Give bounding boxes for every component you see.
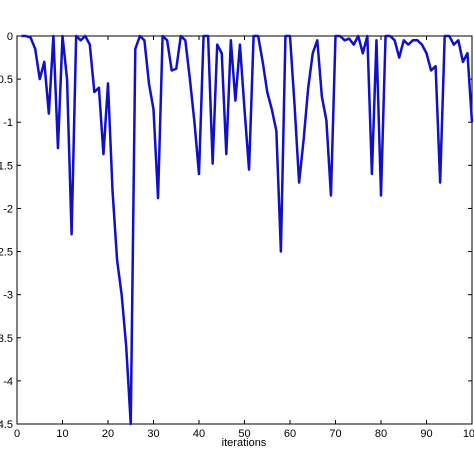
x-axis-label: iterations <box>222 437 267 449</box>
y-tick-label: -2.5 <box>0 247 13 259</box>
x-tick-label: 20 <box>102 428 114 440</box>
y-tick-label: -4 <box>3 376 13 388</box>
x-tick-label: 50 <box>238 428 250 440</box>
x-tick-label: 90 <box>420 428 432 440</box>
x-tick-label: 10 <box>56 428 68 440</box>
x-tick-label: 30 <box>147 428 159 440</box>
x-tick-label: 40 <box>193 428 205 440</box>
x-tick-label: 60 <box>284 428 296 440</box>
y-tick-label: -3.5 <box>0 333 13 345</box>
y-tick-label: -2 <box>3 203 13 215</box>
x-tick-label: 70 <box>329 428 341 440</box>
y-tick-label: -1 <box>3 117 13 129</box>
y-tick-label: -4.5 <box>0 419 13 431</box>
x-tick-label: 100 <box>463 428 474 440</box>
x-tick-label: 80 <box>375 428 387 440</box>
y-tick-label: 0 <box>7 31 13 43</box>
y-tick-label: -0.5 <box>0 74 13 86</box>
y-tick-label: -3 <box>3 290 13 302</box>
x-tick-label: 0 <box>14 428 20 440</box>
y-tick-label: -1.5 <box>0 160 13 172</box>
data-line <box>21 34 474 426</box>
